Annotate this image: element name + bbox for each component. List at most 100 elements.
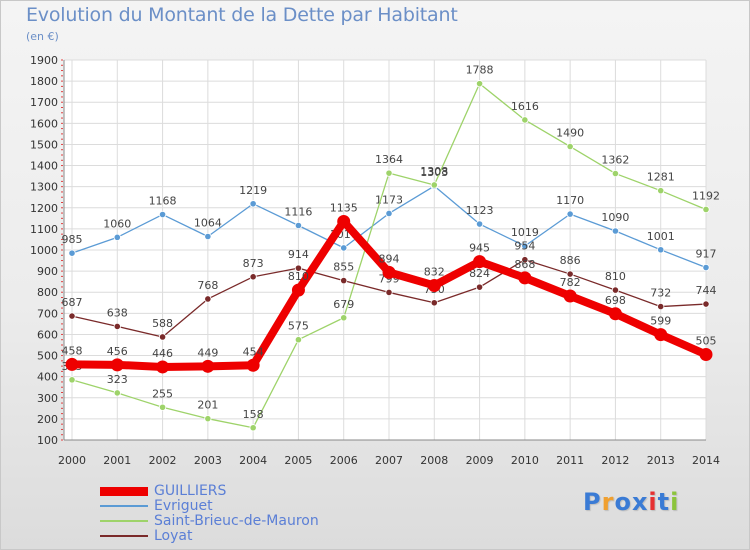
brand-letter: i — [648, 488, 658, 516]
data-point-loyat — [158, 333, 167, 341]
data-label-saint-brieuc-de-mauron: 1788 — [466, 64, 494, 77]
y-tick-label: 100 — [37, 434, 58, 447]
data-point-guilliers — [382, 265, 396, 279]
x-tick-label: 2007 — [375, 454, 403, 467]
data-point-loyat — [430, 299, 438, 307]
data-point-saint-brieuc-de-mauron — [158, 403, 167, 411]
data-point-saint-brieuc-de-mauron — [294, 336, 303, 344]
data-label-loyat: 588 — [152, 317, 173, 330]
legend-item-evriguet: Evriguet — [98, 498, 398, 514]
legend: GUILLIERS Evriguet Saint-Brieuc-de-Mauro… — [98, 483, 398, 544]
brand-letter: t — [657, 488, 671, 516]
data-label-evriguet: 1123 — [466, 204, 494, 217]
x-tick-label: 2006 — [330, 454, 358, 467]
data-label-guilliers: 599 — [650, 315, 671, 328]
x-tick-label: 2005 — [284, 454, 312, 467]
data-point-loyat — [702, 300, 710, 308]
data-label-saint-brieuc-de-mauron: 1616 — [511, 100, 539, 113]
data-point-saint-brieuc-de-mauron — [475, 80, 484, 88]
y-tick-label: 1900 — [30, 54, 58, 67]
data-point-evriguet — [566, 210, 574, 218]
data-label-saint-brieuc-de-mauron: 323 — [107, 373, 128, 386]
data-point-guilliers — [563, 289, 577, 303]
data-point-loyat — [385, 288, 393, 297]
data-label-loyat: 687 — [62, 296, 83, 309]
data-label-guilliers: 782 — [560, 276, 581, 289]
data-label-guilliers: 446 — [152, 347, 173, 360]
brand-letter: r — [601, 488, 615, 516]
data-point-loyat — [340, 277, 348, 285]
data-point-evriguet — [249, 200, 257, 208]
data-label-evriguet: 1116 — [284, 206, 312, 219]
data-point-guilliers — [473, 255, 487, 269]
data-label-loyat: 732 — [650, 287, 671, 300]
data-point-loyat — [68, 312, 76, 320]
x-tick-label: 2010 — [511, 454, 539, 467]
legend-label: GUILLIERS — [154, 483, 227, 499]
data-label-saint-brieuc-de-mauron: 1308 — [420, 165, 448, 178]
data-label-saint-brieuc-de-mauron: 679 — [333, 298, 354, 311]
data-point-loyat — [657, 302, 665, 311]
data-label-loyat: 768 — [197, 279, 218, 292]
data-label-guilliers: 454 — [243, 345, 264, 358]
legend-label: Evriguet — [154, 498, 213, 514]
data-point-evriguet — [611, 227, 620, 235]
x-tick-label: 2009 — [466, 454, 494, 467]
data-label-loyat: 914 — [288, 248, 309, 261]
data-point-guilliers — [654, 328, 668, 342]
legend-item-saint-brieuc-de-mauron: Saint-Brieuc-de-Mauron — [98, 513, 398, 529]
data-point-loyat — [611, 286, 620, 294]
data-label-saint-brieuc-de-mauron: 1364 — [375, 153, 403, 166]
data-label-saint-brieuc-de-mauron: 158 — [243, 408, 264, 421]
data-point-guilliers — [518, 271, 532, 285]
legend-swatch — [100, 520, 148, 522]
data-point-loyat — [294, 264, 303, 272]
y-tick-label: 1800 — [30, 75, 58, 88]
data-label-evriguet: 1060 — [103, 217, 131, 230]
data-point-evriguet — [113, 233, 121, 241]
y-tick-label: 500 — [37, 350, 58, 363]
brand-letter: x — [631, 488, 649, 516]
y-tick-label: 1100 — [30, 223, 58, 236]
data-label-loyat: 744 — [696, 284, 717, 297]
data-label-loyat: 810 — [605, 270, 626, 283]
data-point-evriguet — [158, 210, 167, 219]
data-label-saint-brieuc-de-mauron: 201 — [197, 399, 218, 412]
y-tick-label: 1400 — [30, 160, 58, 173]
y-tick-label: 700 — [37, 307, 58, 320]
data-point-evriguet — [294, 221, 303, 230]
y-tick-label: 400 — [37, 371, 58, 384]
legend-item-guilliers: GUILLIERS — [98, 483, 398, 499]
chart-title: Evolution du Montant de la Dette par Hab… — [26, 4, 458, 26]
data-label-guilliers: 456 — [107, 345, 128, 358]
data-point-saint-brieuc-de-mauron — [113, 389, 121, 397]
x-tick-label: 2003 — [194, 454, 222, 467]
y-tick-label: 200 — [37, 413, 58, 426]
data-point-guilliers — [699, 348, 713, 361]
legend-label: Saint-Brieuc-de-Mauron — [154, 513, 319, 529]
legend-swatch — [100, 486, 148, 496]
data-point-saint-brieuc-de-mauron — [430, 181, 438, 189]
data-point-guilliers — [156, 360, 170, 374]
data-point-evriguet — [475, 220, 484, 228]
y-tick-label: 1200 — [30, 202, 58, 215]
x-tick-label: 2011 — [556, 454, 584, 467]
data-label-saint-brieuc-de-mauron: 575 — [288, 320, 309, 333]
data-point-guilliers — [65, 357, 79, 371]
data-label-saint-brieuc-de-mauron: 1362 — [601, 154, 629, 167]
data-point-evriguet — [702, 263, 710, 272]
data-point-saint-brieuc-de-mauron — [566, 142, 574, 151]
y-tick-label: 900 — [37, 265, 58, 278]
data-point-evriguet — [68, 249, 76, 257]
y-tick-label: 1300 — [30, 181, 58, 194]
y-tick-label: 300 — [37, 392, 58, 405]
brand-letter: i — [670, 488, 680, 516]
data-label-guilliers: 868 — [514, 258, 535, 271]
data-point-saint-brieuc-de-mauron — [68, 376, 76, 384]
y-tick-label: 600 — [37, 328, 58, 341]
data-label-guilliers: 505 — [696, 335, 717, 348]
brand-letter: P — [583, 488, 602, 516]
data-label-evriguet: 985 — [62, 233, 83, 246]
legend-label: Loyat — [154, 528, 193, 544]
